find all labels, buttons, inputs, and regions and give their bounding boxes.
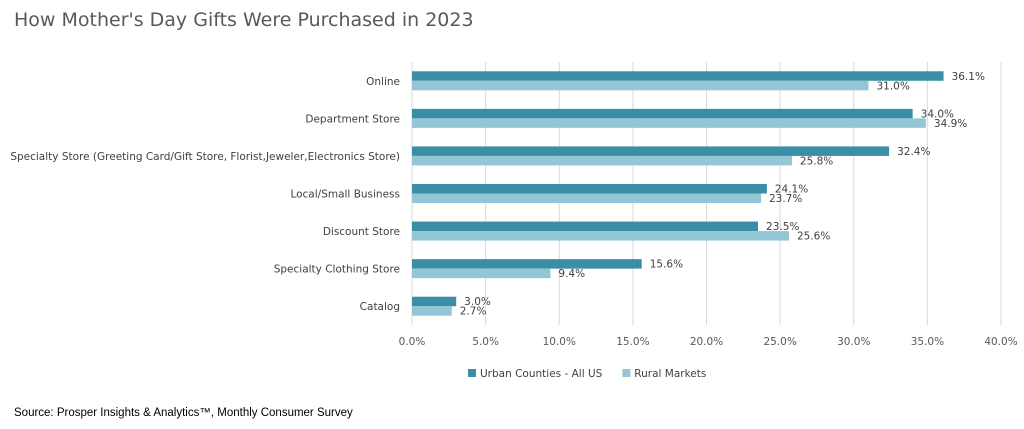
bar	[412, 296, 457, 307]
bar	[412, 268, 551, 279]
legend-swatch	[468, 369, 476, 377]
x-tick-label: 15.0%	[616, 336, 649, 348]
chart-title: How Mother's Day Gifts Were Purchased in…	[14, 9, 474, 31]
category-label: Specialty Clothing Store	[274, 264, 400, 276]
bar	[412, 118, 926, 128]
x-tick-label: 25.0%	[763, 336, 796, 348]
category-label: Catalog	[360, 301, 400, 313]
source-note: Source: Prosper Insights & Analytics™, M…	[14, 407, 353, 419]
legend: Urban Counties - All US Rural Markets	[468, 368, 706, 380]
bars	[412, 71, 944, 316]
bar	[412, 193, 761, 203]
bar	[412, 231, 789, 241]
value-label: 23.7%	[769, 193, 802, 205]
value-label: 24.1%	[775, 184, 808, 196]
legend-label: Urban Counties - All US	[480, 368, 603, 380]
category-label: Department Store	[305, 113, 400, 125]
category-label: Local/Small Business	[290, 189, 400, 201]
x-tick-label: 0.0%	[399, 336, 426, 348]
x-tick-label: 30.0%	[837, 336, 870, 348]
category-label: Discount Store	[323, 226, 400, 238]
value-label: 3.0%	[464, 296, 491, 308]
legend-label: Rural Markets	[634, 368, 706, 380]
bar	[412, 221, 759, 232]
x-tick-label: 20.0%	[690, 336, 723, 348]
value-labels: 36.1% 31.0% 34.0%34.9% 32.4% 25.8% 24.1%23.7%…	[460, 71, 985, 318]
value-label: 36.1%	[952, 71, 985, 83]
value-label: 2.7%	[460, 306, 487, 318]
category-labels: Online Department Store Specialty Store (G…	[10, 76, 400, 313]
x-tick-label: 40.0%	[984, 336, 1017, 348]
x-axis-ticks: 0.0% 5.0% 10.0% 15.0% 20.0% 25.0% 30.0% 35.0% 40…	[399, 336, 1018, 348]
value-label: 9.4%	[558, 268, 585, 280]
value-label: 23.5%	[766, 221, 799, 233]
bar	[412, 259, 642, 269]
value-label: 32.4%	[897, 146, 930, 158]
x-tick-label: 35.0%	[911, 336, 944, 348]
value-label: 31.0%	[876, 80, 909, 92]
bar	[412, 80, 869, 91]
legend-swatch	[622, 369, 631, 377]
category-label: Online	[366, 76, 400, 88]
bar	[412, 108, 913, 119]
value-label: 34.9%	[934, 118, 967, 130]
category-label: Specialty Store (Greeting Card/Gift Stor…	[10, 151, 400, 163]
value-label: 15.6%	[650, 259, 683, 271]
bar	[412, 155, 792, 166]
bar	[412, 184, 767, 194]
x-tick-label: 5.0%	[472, 336, 499, 348]
value-label: 25.8%	[800, 155, 833, 167]
bar	[412, 306, 452, 316]
value-label: 34.0%	[921, 108, 954, 120]
value-label: 25.6%	[797, 231, 830, 243]
bar	[412, 146, 890, 156]
bar	[412, 71, 944, 81]
x-tick-label: 10.0%	[543, 336, 576, 348]
